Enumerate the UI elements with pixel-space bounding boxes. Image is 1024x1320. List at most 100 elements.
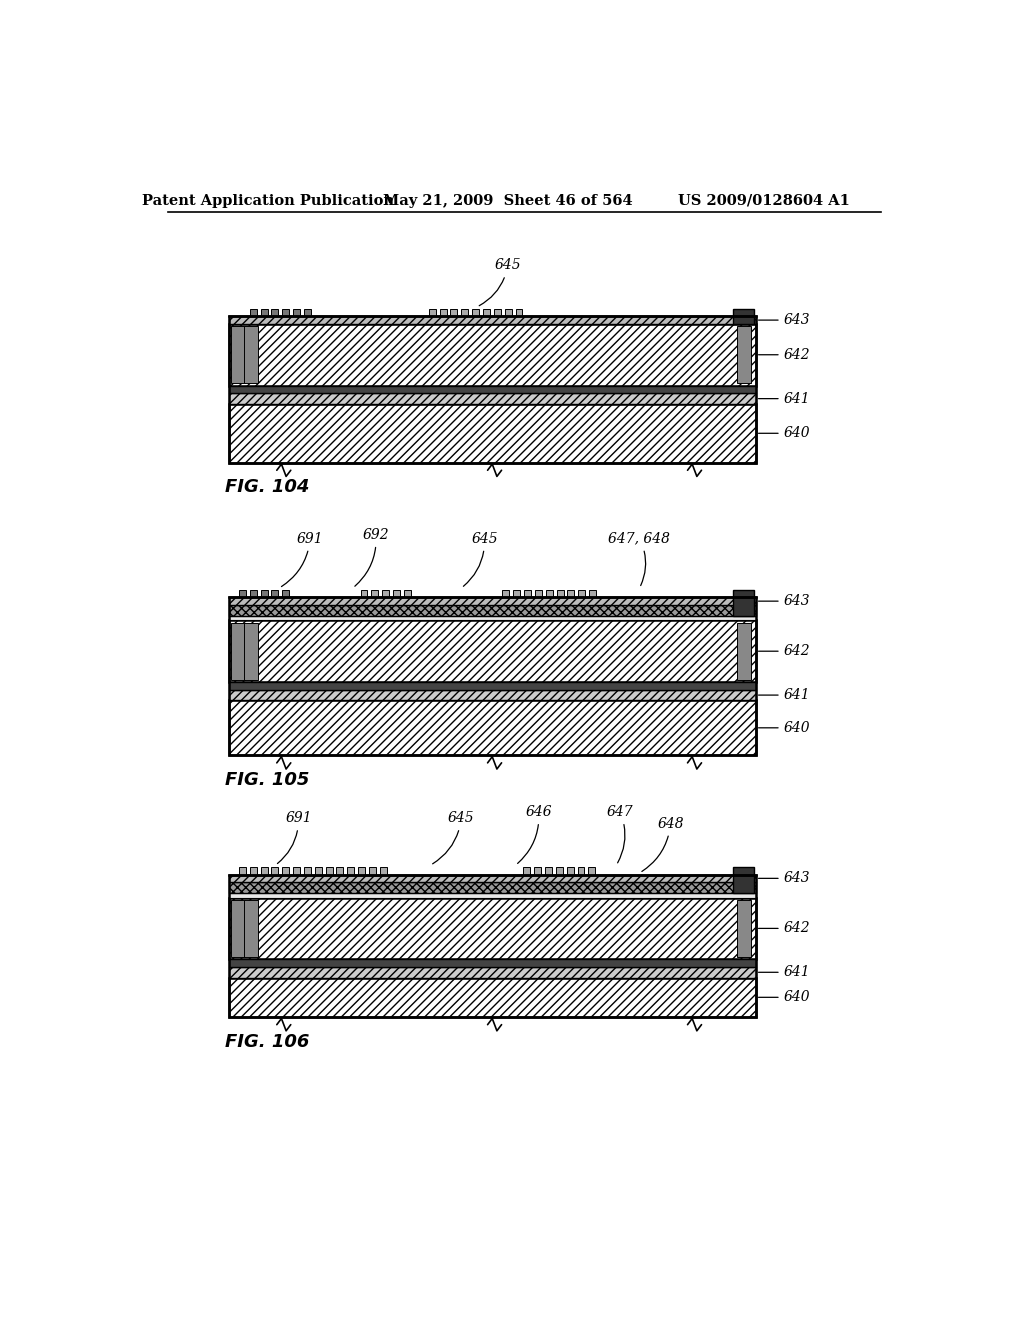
Text: US 2009/0128604 A1: US 2009/0128604 A1	[678, 194, 850, 207]
Text: 641: 641	[759, 688, 810, 702]
Text: 647, 648: 647, 648	[608, 532, 671, 586]
Bar	[494, 309, 501, 317]
Bar	[250, 590, 257, 597]
Text: 642: 642	[759, 644, 810, 659]
Bar	[451, 309, 458, 317]
Bar	[546, 590, 553, 597]
Bar	[239, 867, 246, 874]
Bar	[737, 326, 751, 383]
Text: 643: 643	[759, 594, 810, 609]
Bar	[439, 309, 446, 317]
Bar	[566, 867, 573, 874]
Bar	[304, 309, 311, 317]
Text: 691: 691	[282, 532, 324, 586]
Bar	[231, 326, 245, 383]
Bar	[461, 309, 468, 317]
Bar	[228, 597, 756, 605]
Bar	[228, 393, 756, 404]
Bar	[535, 867, 541, 874]
Bar	[505, 309, 512, 317]
Bar	[382, 590, 389, 597]
Bar	[737, 623, 751, 680]
Text: 641: 641	[759, 392, 810, 405]
Bar	[228, 701, 756, 755]
Bar	[337, 867, 343, 874]
Bar	[228, 898, 756, 960]
Bar	[579, 590, 586, 597]
Text: 643: 643	[759, 871, 810, 886]
Text: 640: 640	[759, 426, 810, 441]
Text: 645: 645	[464, 532, 498, 586]
Bar	[283, 590, 289, 597]
Bar	[239, 590, 246, 597]
Bar	[245, 326, 258, 383]
Bar	[283, 867, 289, 874]
Bar	[260, 867, 267, 874]
Text: 645: 645	[479, 259, 521, 306]
Text: 691: 691	[278, 812, 312, 863]
Text: 648: 648	[642, 817, 684, 871]
Bar	[228, 966, 756, 978]
Bar	[732, 867, 755, 892]
Bar	[231, 623, 245, 680]
Text: 645: 645	[432, 812, 474, 863]
Bar	[369, 867, 376, 874]
Bar	[358, 867, 366, 874]
Bar	[314, 867, 322, 874]
Bar	[326, 867, 333, 874]
Bar	[271, 867, 279, 874]
Text: FIG. 106: FIG. 106	[225, 1032, 309, 1051]
Bar	[228, 597, 756, 755]
Bar	[245, 623, 258, 680]
Text: FIG. 104: FIG. 104	[225, 478, 309, 496]
Bar	[515, 309, 522, 317]
Bar	[228, 892, 756, 898]
Bar	[250, 867, 257, 874]
Bar	[228, 874, 756, 1016]
Text: FIG. 105: FIG. 105	[225, 771, 309, 789]
Text: 642: 642	[759, 347, 810, 362]
Bar	[304, 867, 311, 874]
Bar	[228, 404, 756, 462]
Bar	[372, 590, 378, 597]
Bar	[732, 590, 755, 615]
Bar	[524, 590, 531, 597]
Bar	[732, 309, 755, 323]
Bar	[293, 867, 300, 874]
Bar	[557, 590, 563, 597]
Bar	[228, 689, 756, 701]
Bar	[228, 978, 756, 1016]
Bar	[260, 309, 267, 317]
Bar	[472, 309, 479, 317]
Bar	[556, 867, 563, 874]
Bar	[228, 317, 756, 323]
Bar	[228, 682, 756, 689]
Bar	[228, 317, 756, 462]
Bar	[347, 867, 354, 874]
Text: 640: 640	[759, 990, 810, 1005]
Bar	[503, 590, 509, 597]
Text: 642: 642	[759, 921, 810, 936]
Bar	[228, 874, 756, 882]
Bar	[513, 590, 520, 597]
Bar	[271, 309, 279, 317]
Text: 643: 643	[759, 313, 810, 327]
Bar	[429, 309, 435, 317]
Text: 641: 641	[759, 965, 810, 979]
Bar	[271, 590, 279, 597]
Bar	[535, 590, 542, 597]
Bar	[228, 960, 756, 966]
Text: Patent Application Publication: Patent Application Publication	[141, 194, 393, 207]
Bar	[589, 867, 595, 874]
Bar	[393, 590, 400, 597]
Bar	[228, 620, 756, 682]
Bar	[228, 882, 756, 892]
Bar	[250, 309, 257, 317]
Text: 692: 692	[355, 528, 389, 586]
Bar	[545, 867, 552, 874]
Bar	[260, 590, 267, 597]
Text: 647: 647	[607, 805, 634, 863]
Bar	[283, 309, 289, 317]
Bar	[293, 309, 300, 317]
Bar	[228, 605, 756, 615]
